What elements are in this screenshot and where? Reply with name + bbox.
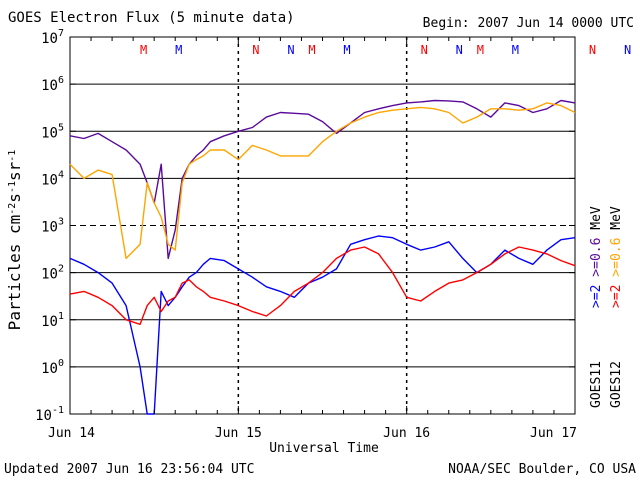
y-tick-label: 103 [41,217,64,236]
y-tick-label: 101 [41,311,64,330]
legend-entry: >=0.6 [589,238,604,285]
event-marker-label: N [252,43,259,57]
legend-entry: MeV [609,206,624,237]
x-axis-label: Universal Time [269,441,379,456]
series-line [69,246,576,325]
legend-entry: >=0.6 [609,238,624,285]
y-tick-label: 10-1 [35,405,64,424]
series-line [69,235,576,415]
event-marker-label: N [421,43,428,57]
series-line [69,102,576,260]
legend-label: >=2 >=0.6 MeV [609,206,624,308]
event-marker-label: M [343,43,350,57]
event-marker-label: N [456,43,463,57]
event-marker-label: M [175,43,182,57]
series-layer [69,99,576,415]
y-axis-ticks: 10-1 100 101 102 103 104 105 106 107 [35,28,575,424]
begin-time: Begin: 2007 Jun 14 0000 UTC [423,16,634,31]
x-tick-label: Jun 14 [48,426,95,441]
updated-time: Updated 2007 Jun 16 23:56:04 UTC [4,462,254,477]
legend-satellite: GOES11 [589,361,604,408]
legend-entry: MeV [589,206,604,237]
event-marker-label: N [589,43,596,57]
legend-label: >=2 >=0.6 MeV [589,206,604,308]
event-marker-label: M [140,43,147,57]
event-marker-label: N [624,43,631,57]
x-tick-label: Jun 15 [215,426,262,441]
x-tick-label: Jun 16 [383,426,430,441]
y-tick-label: 102 [41,264,64,283]
chart-title: GOES Electron Flux (5 minute data) [8,10,295,26]
x-tick-label: Jun 17 [530,426,577,441]
event-marker-label: M [477,43,484,57]
series-line [69,99,576,260]
grid-lines [70,83,575,368]
event-marker-label: N [287,43,294,57]
y-axis-label: Particles cm-2s-1sr-1 [5,150,24,331]
y-tick-label: 107 [41,28,64,47]
y-tick-label: 105 [41,122,64,141]
event-marker-label: M [512,43,519,57]
y-tick-label: 106 [41,75,64,94]
credit: NOAA/SEC Boulder, CO USA [448,462,636,477]
legend-entry: >=2 [609,285,624,308]
y-tick-label: 100 [41,358,64,377]
legend-satellite: GOES12 [609,361,624,408]
event-marker-label: M [308,43,315,57]
y-tick-label: 104 [41,169,64,188]
legend-entry: >=2 [589,285,604,308]
x-axis-ticks: Jun 14 Jun 15 Jun 16 Jun 17 [48,37,577,441]
